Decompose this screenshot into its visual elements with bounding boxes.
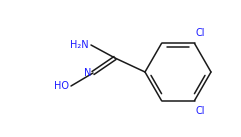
Text: Cl: Cl	[195, 106, 205, 116]
Text: HO: HO	[54, 81, 69, 91]
Text: Cl: Cl	[195, 28, 205, 38]
Text: H₂N: H₂N	[70, 40, 89, 50]
Text: N: N	[84, 68, 91, 78]
